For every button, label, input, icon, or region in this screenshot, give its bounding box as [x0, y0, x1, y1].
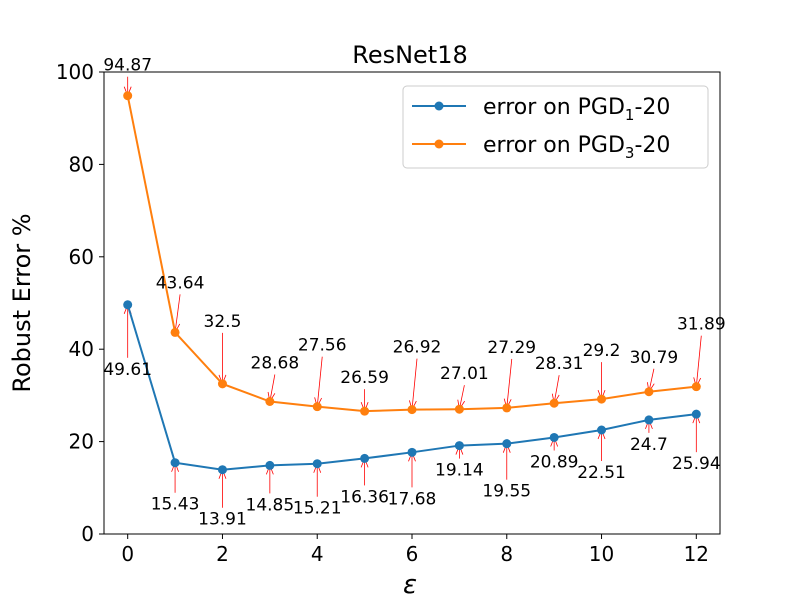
- y-tick-label: 100: [56, 60, 94, 84]
- data-point: [454, 441, 464, 451]
- data-point: [597, 425, 607, 435]
- data-label: 43.64: [156, 273, 205, 293]
- data-label: 13.91: [198, 510, 247, 530]
- data-point: [407, 405, 417, 415]
- data-point: [265, 460, 275, 470]
- legend-label-subscript: 3: [625, 144, 635, 162]
- legend-label: error on PGD3-20: [483, 133, 670, 162]
- data-point: [170, 327, 180, 337]
- data-label: 22.51: [577, 463, 626, 483]
- x-tick-label: 6: [406, 542, 419, 566]
- data-label: 30.79: [630, 348, 679, 368]
- data-point: [454, 404, 464, 414]
- legend-box: [402, 85, 709, 169]
- annotation-arrow: [506, 358, 513, 408]
- data-label: 14.85: [246, 495, 295, 515]
- data-point: [549, 398, 559, 408]
- data-label: 28.31: [535, 354, 584, 374]
- x-tick-label: 12: [684, 542, 709, 566]
- annotation-arrow: [269, 374, 276, 402]
- legend-label-suffix: -20: [634, 133, 670, 158]
- y-tick-label: 80: [69, 152, 94, 176]
- data-label: 27.01: [440, 364, 489, 384]
- legend-label-subscript: 1: [625, 106, 635, 124]
- data-label: 32.5: [204, 312, 242, 332]
- data-point: [407, 447, 417, 457]
- data-label: 31.89: [677, 315, 726, 335]
- data-label: 19.14: [435, 461, 484, 481]
- x-tick-label: 0: [121, 542, 134, 566]
- annotation-arrow: [553, 375, 560, 404]
- data-point: [691, 382, 701, 392]
- data-point: [644, 387, 654, 397]
- data-point: [123, 91, 133, 101]
- data-label: 29.2: [583, 341, 621, 361]
- data-label: 17.68: [388, 489, 437, 509]
- data-point: [217, 379, 227, 389]
- data-label: 19.55: [482, 482, 531, 502]
- legend-label-prefix: error on PGD: [483, 133, 625, 158]
- x-tick-label: 4: [311, 542, 324, 566]
- data-point: [312, 459, 322, 469]
- data-label: 49.61: [103, 360, 152, 380]
- y-tick-label: 0: [81, 522, 94, 546]
- data-point: [312, 402, 322, 412]
- data-label: 27.29: [487, 338, 536, 358]
- legend-label: error on PGD1-20: [483, 95, 670, 124]
- data-label: 15.43: [151, 495, 200, 515]
- legend-marker: [434, 139, 444, 149]
- data-label: 26.59: [340, 368, 389, 388]
- data-point: [170, 458, 180, 468]
- y-axis-label: Robust Error %: [8, 213, 36, 392]
- y-axis-ticks: 0 20 40 60 80 100: [56, 60, 104, 546]
- annotation-arrow: [695, 335, 702, 387]
- data-label: 16.36: [340, 487, 389, 507]
- data-point: [691, 409, 701, 419]
- legend-marker: [434, 101, 444, 111]
- data-label: 20.89: [530, 452, 579, 472]
- data-label: 24.7: [630, 435, 668, 455]
- x-axis-ticks: 0 2 4 6 8 10 12: [121, 534, 709, 566]
- annotation-arrow: [174, 294, 181, 333]
- data-label: 94.87: [103, 56, 152, 76]
- data-point: [265, 396, 275, 406]
- x-tick-label: 10: [589, 542, 614, 566]
- chart-title: ResNet18: [352, 41, 468, 69]
- data-label: 25.94: [672, 454, 721, 474]
- data-point: [644, 415, 654, 425]
- data-point: [123, 300, 133, 310]
- data-label: 28.68: [251, 353, 300, 373]
- y-tick-label: 20: [69, 430, 94, 454]
- x-tick-label: 2: [216, 542, 229, 566]
- data-point: [502, 439, 512, 449]
- data-point: [360, 406, 370, 416]
- annotation-arrow: [316, 356, 323, 407]
- data-point: [597, 394, 607, 404]
- data-point: [360, 453, 370, 463]
- y-tick-label: 60: [69, 245, 94, 269]
- data-label: 26.92: [393, 338, 442, 358]
- legend-label-prefix: error on PGD: [483, 95, 625, 120]
- x-axis-label: ε: [403, 570, 417, 600]
- annotation-arrow: [411, 358, 418, 410]
- data-label: 27.56: [298, 336, 347, 356]
- y-tick-label: 40: [69, 337, 94, 361]
- data-point: [502, 403, 512, 413]
- x-tick-label: 8: [500, 542, 513, 566]
- legend-label-suffix: -20: [634, 95, 670, 120]
- data-point: [549, 432, 559, 442]
- series-points: [123, 91, 701, 475]
- data-point: [217, 465, 227, 475]
- data-label: 15.21: [293, 499, 342, 519]
